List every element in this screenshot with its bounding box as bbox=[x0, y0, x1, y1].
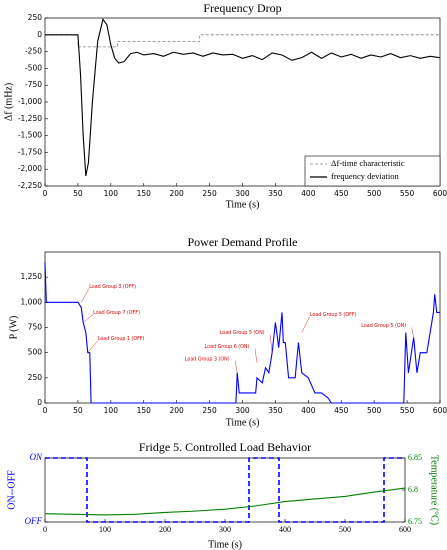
annotation-arrow bbox=[81, 288, 90, 303]
annotation-arrow bbox=[83, 314, 94, 323]
x-tick-label: 100 bbox=[104, 406, 119, 415]
y2-tick-label: 6.8 bbox=[408, 485, 418, 494]
x-tick-label: 50 bbox=[73, 189, 83, 198]
annotation: Load Group 5 (ON) bbox=[220, 330, 265, 336]
x-tick-label: 0 bbox=[43, 406, 48, 415]
y-axis-label: ON--OFF bbox=[6, 470, 17, 510]
y-tick-label: -500 bbox=[25, 63, 42, 72]
series-line bbox=[45, 18, 441, 177]
y-tick-label: -2,000 bbox=[18, 164, 42, 173]
y-tick-label: 1,250 bbox=[21, 272, 43, 281]
y-tick-label: 250 bbox=[28, 373, 43, 382]
annotation: Load Group 5 (ON) bbox=[361, 323, 406, 329]
y2-tick-label: 6.75 bbox=[408, 517, 422, 526]
x-tick-label: 450 bbox=[334, 406, 349, 415]
annotation: Load Group 6 (ON) bbox=[205, 344, 250, 350]
x-tick-label: 400 bbox=[279, 525, 291, 534]
x-axis-label: Time (s) bbox=[226, 199, 260, 210]
y-tick-label: -1,750 bbox=[18, 147, 42, 156]
series-line bbox=[44, 487, 406, 516]
annotation-arrow bbox=[269, 334, 273, 353]
y-tick-label: -250 bbox=[25, 47, 42, 56]
x-tick-label: 450 bbox=[334, 189, 349, 198]
series-line bbox=[45, 34, 440, 48]
x-tick-label: 50 bbox=[73, 406, 83, 415]
y-tick-label: 750 bbox=[28, 323, 43, 332]
y-tick-label: -1,500 bbox=[18, 131, 42, 140]
x-tick-label: 250 bbox=[202, 406, 217, 415]
x-tick-label: 200 bbox=[170, 189, 185, 198]
x-tick-label: 100 bbox=[99, 525, 111, 534]
x-tick-label: 500 bbox=[339, 525, 351, 534]
x-tick-label: 0 bbox=[43, 189, 48, 198]
x-axis-label: Time (s) bbox=[208, 539, 242, 550]
y-axis-label: P (W) bbox=[8, 316, 19, 340]
series-line bbox=[45, 457, 405, 523]
x-tick-label: 300 bbox=[235, 189, 250, 198]
x-tick-label: 150 bbox=[137, 406, 152, 415]
annotation: Load Group 3 (ON) bbox=[185, 356, 230, 362]
annotation: Load Group 1 (OFF) bbox=[98, 336, 145, 342]
y-axis-label: Δf (mHz) bbox=[3, 83, 14, 121]
x-tick-label: 600 bbox=[433, 189, 447, 198]
y-tick-label: -2,250 bbox=[18, 181, 42, 190]
x-tick-label: 300 bbox=[219, 525, 231, 534]
x-tick-label: 400 bbox=[301, 406, 316, 415]
annotation-arrow bbox=[254, 348, 258, 363]
x-tick-label: 500 bbox=[367, 189, 382, 198]
x-tick-label: 300 bbox=[235, 406, 250, 415]
legend-label: frequency deviation bbox=[331, 171, 399, 181]
y-tick-label: 250 bbox=[28, 13, 43, 22]
chart-title: Fridge 5. Controlled Load Behavior bbox=[139, 440, 311, 454]
annotation-arrow bbox=[235, 360, 238, 373]
y-tick-label: 1,000 bbox=[21, 297, 43, 306]
legend-box bbox=[304, 155, 441, 187]
y-tick-label: 500 bbox=[28, 348, 43, 357]
plot-frame bbox=[44, 457, 406, 523]
y-tick-label: 0 bbox=[37, 30, 42, 39]
x-tick-label: 200 bbox=[159, 525, 171, 534]
x-tick-label: 550 bbox=[400, 406, 415, 415]
x-tick-label: 600 bbox=[433, 406, 447, 415]
annotation-arrow bbox=[87, 340, 98, 353]
annotation-arrow bbox=[411, 327, 414, 338]
y2-tick-label: 6.85 bbox=[408, 453, 422, 462]
x-tick-label: 100 bbox=[104, 189, 119, 198]
x-tick-label: 500 bbox=[367, 406, 382, 415]
y-tick-label: -1,250 bbox=[18, 114, 42, 123]
x-tick-label: 600 bbox=[399, 525, 411, 534]
x-tick-label: 200 bbox=[170, 406, 185, 415]
y-tick-label: 0 bbox=[37, 398, 42, 407]
y-tick-label: ON bbox=[29, 452, 42, 462]
y-tick-label: -750 bbox=[25, 80, 42, 89]
x-tick-label: 550 bbox=[400, 189, 415, 198]
chart-title: Power Demand Profile bbox=[188, 235, 298, 249]
x-axis-label: Time (s) bbox=[226, 417, 260, 428]
legend-label: Δf-time characteristic bbox=[331, 158, 405, 168]
annotation: Load Group 7 (OFF) bbox=[93, 310, 140, 316]
chart-title: Frequency Drop bbox=[203, 1, 281, 15]
y-tick-label: OFF bbox=[25, 516, 43, 526]
x-tick-label: 250 bbox=[202, 189, 217, 198]
y-tick-label: -1,000 bbox=[18, 97, 42, 106]
annotation: Load Group 3 (OFF) bbox=[89, 284, 136, 290]
x-tick-label: 0 bbox=[43, 525, 47, 534]
annotation-arrow bbox=[301, 316, 310, 333]
x-tick-label: 350 bbox=[268, 406, 283, 415]
x-tick-label: 150 bbox=[137, 189, 152, 198]
x-tick-label: 400 bbox=[301, 189, 316, 198]
x-tick-label: 350 bbox=[268, 189, 283, 198]
series-line bbox=[44, 262, 440, 404]
y2-axis-label: Temperature (°C) bbox=[429, 455, 440, 525]
annotation: Load Group 5 (OFF) bbox=[310, 312, 357, 318]
